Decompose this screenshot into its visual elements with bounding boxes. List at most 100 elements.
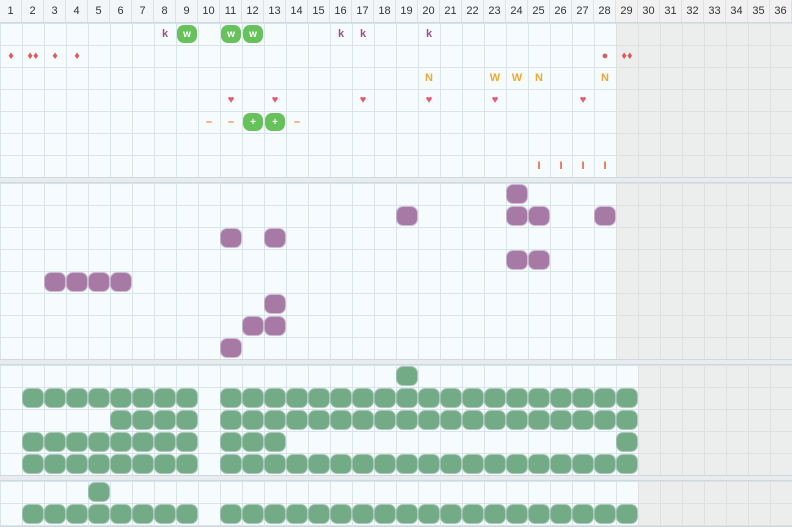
green-block[interactable] — [507, 455, 527, 473]
green-block[interactable] — [155, 389, 175, 407]
drop-icon[interactable]: ♦ — [8, 50, 14, 62]
heart-icon[interactable]: ♥ — [579, 94, 587, 106]
green-block[interactable] — [375, 455, 395, 473]
green-block[interactable] — [485, 389, 505, 407]
green-block[interactable] — [221, 433, 241, 451]
w-pill[interactable]: w — [243, 25, 263, 43]
heart-icon[interactable]: ♥ — [227, 94, 235, 106]
green-block[interactable] — [331, 505, 351, 523]
purple-block[interactable] — [529, 251, 549, 269]
green-block[interactable] — [133, 455, 153, 473]
green-block[interactable] — [177, 411, 197, 429]
green-block[interactable] — [507, 411, 527, 429]
green-block[interactable] — [111, 411, 131, 429]
green-block[interactable] — [177, 455, 197, 473]
green-block[interactable] — [441, 505, 461, 523]
green-block[interactable] — [265, 411, 285, 429]
green-block[interactable] — [397, 505, 417, 523]
green-block[interactable] — [45, 455, 65, 473]
w-marker[interactable]: W — [489, 72, 501, 84]
green-block[interactable] — [67, 505, 87, 523]
green-block[interactable] — [23, 389, 43, 407]
green-block[interactable] — [397, 367, 417, 385]
green-block[interactable] — [177, 505, 197, 523]
green-block[interactable] — [617, 389, 637, 407]
green-block[interactable] — [287, 455, 307, 473]
green-block[interactable] — [23, 433, 43, 451]
green-block[interactable] — [463, 455, 483, 473]
green-block[interactable] — [353, 455, 373, 473]
green-block[interactable] — [595, 389, 615, 407]
green-block[interactable] — [133, 433, 153, 451]
green-block[interactable] — [617, 505, 637, 523]
green-block[interactable] — [221, 455, 241, 473]
green-block[interactable] — [243, 389, 263, 407]
green-block[interactable] — [595, 411, 615, 429]
green-block[interactable] — [595, 455, 615, 473]
green-block[interactable] — [529, 389, 549, 407]
green-block[interactable] — [463, 411, 483, 429]
green-block[interactable] — [67, 455, 87, 473]
green-block[interactable] — [133, 411, 153, 429]
green-block[interactable] — [375, 389, 395, 407]
green-block[interactable] — [155, 505, 175, 523]
heart-icon[interactable]: ♥ — [491, 94, 499, 106]
green-block[interactable] — [23, 455, 43, 473]
bar-marker[interactable]: I — [581, 160, 585, 172]
bar-marker[interactable]: I — [559, 160, 563, 172]
green-block[interactable] — [221, 389, 241, 407]
green-block[interactable] — [309, 389, 329, 407]
green-block[interactable] — [485, 455, 505, 473]
green-block[interactable] — [397, 411, 417, 429]
green-block[interactable] — [111, 505, 131, 523]
w-pill[interactable]: w — [221, 25, 241, 43]
green-block[interactable] — [529, 411, 549, 429]
double-drop-icon[interactable]: ♦♦ — [621, 50, 633, 62]
green-block[interactable] — [573, 389, 593, 407]
green-block[interactable] — [397, 455, 417, 473]
green-block[interactable] — [265, 455, 285, 473]
green-block[interactable] — [89, 483, 109, 501]
green-block[interactable] — [265, 433, 285, 451]
purple-block[interactable] — [507, 207, 527, 225]
green-block[interactable] — [551, 455, 571, 473]
heart-icon[interactable]: ♥ — [359, 94, 367, 106]
green-block[interactable] — [529, 455, 549, 473]
green-block[interactable] — [397, 389, 417, 407]
green-block[interactable] — [617, 411, 637, 429]
green-block[interactable] — [89, 389, 109, 407]
green-block[interactable] — [573, 455, 593, 473]
purple-block[interactable] — [397, 207, 417, 225]
green-block-section-bottom[interactable] — [0, 480, 792, 527]
purple-block[interactable] — [221, 229, 241, 247]
green-block[interactable] — [177, 389, 197, 407]
purple-block[interactable] — [111, 273, 131, 291]
green-block[interactable] — [45, 505, 65, 523]
green-block[interactable] — [463, 389, 483, 407]
purple-block[interactable] — [529, 207, 549, 225]
green-block[interactable] — [353, 389, 373, 407]
green-block[interactable] — [419, 505, 439, 523]
n-marker[interactable]: N — [425, 72, 433, 84]
green-block[interactable] — [331, 411, 351, 429]
green-block[interactable] — [111, 433, 131, 451]
green-block[interactable] — [595, 505, 615, 523]
green-block[interactable] — [419, 455, 439, 473]
purple-block[interactable] — [265, 317, 285, 335]
green-block[interactable] — [331, 389, 351, 407]
purple-block[interactable] — [507, 185, 527, 203]
green-block[interactable] — [441, 389, 461, 407]
green-block[interactable] — [155, 433, 175, 451]
purple-block[interactable] — [45, 273, 65, 291]
green-block[interactable] — [507, 505, 527, 523]
double-drop-icon[interactable]: ♦♦ — [27, 50, 39, 62]
green-block[interactable] — [45, 389, 65, 407]
purple-block[interactable] — [507, 251, 527, 269]
green-block[interactable] — [287, 411, 307, 429]
green-block[interactable] — [463, 505, 483, 523]
purple-block[interactable] — [89, 273, 109, 291]
green-block[interactable] — [155, 455, 175, 473]
green-block[interactable] — [243, 505, 263, 523]
heart-icon[interactable]: ♥ — [425, 94, 433, 106]
green-block[interactable] — [485, 505, 505, 523]
